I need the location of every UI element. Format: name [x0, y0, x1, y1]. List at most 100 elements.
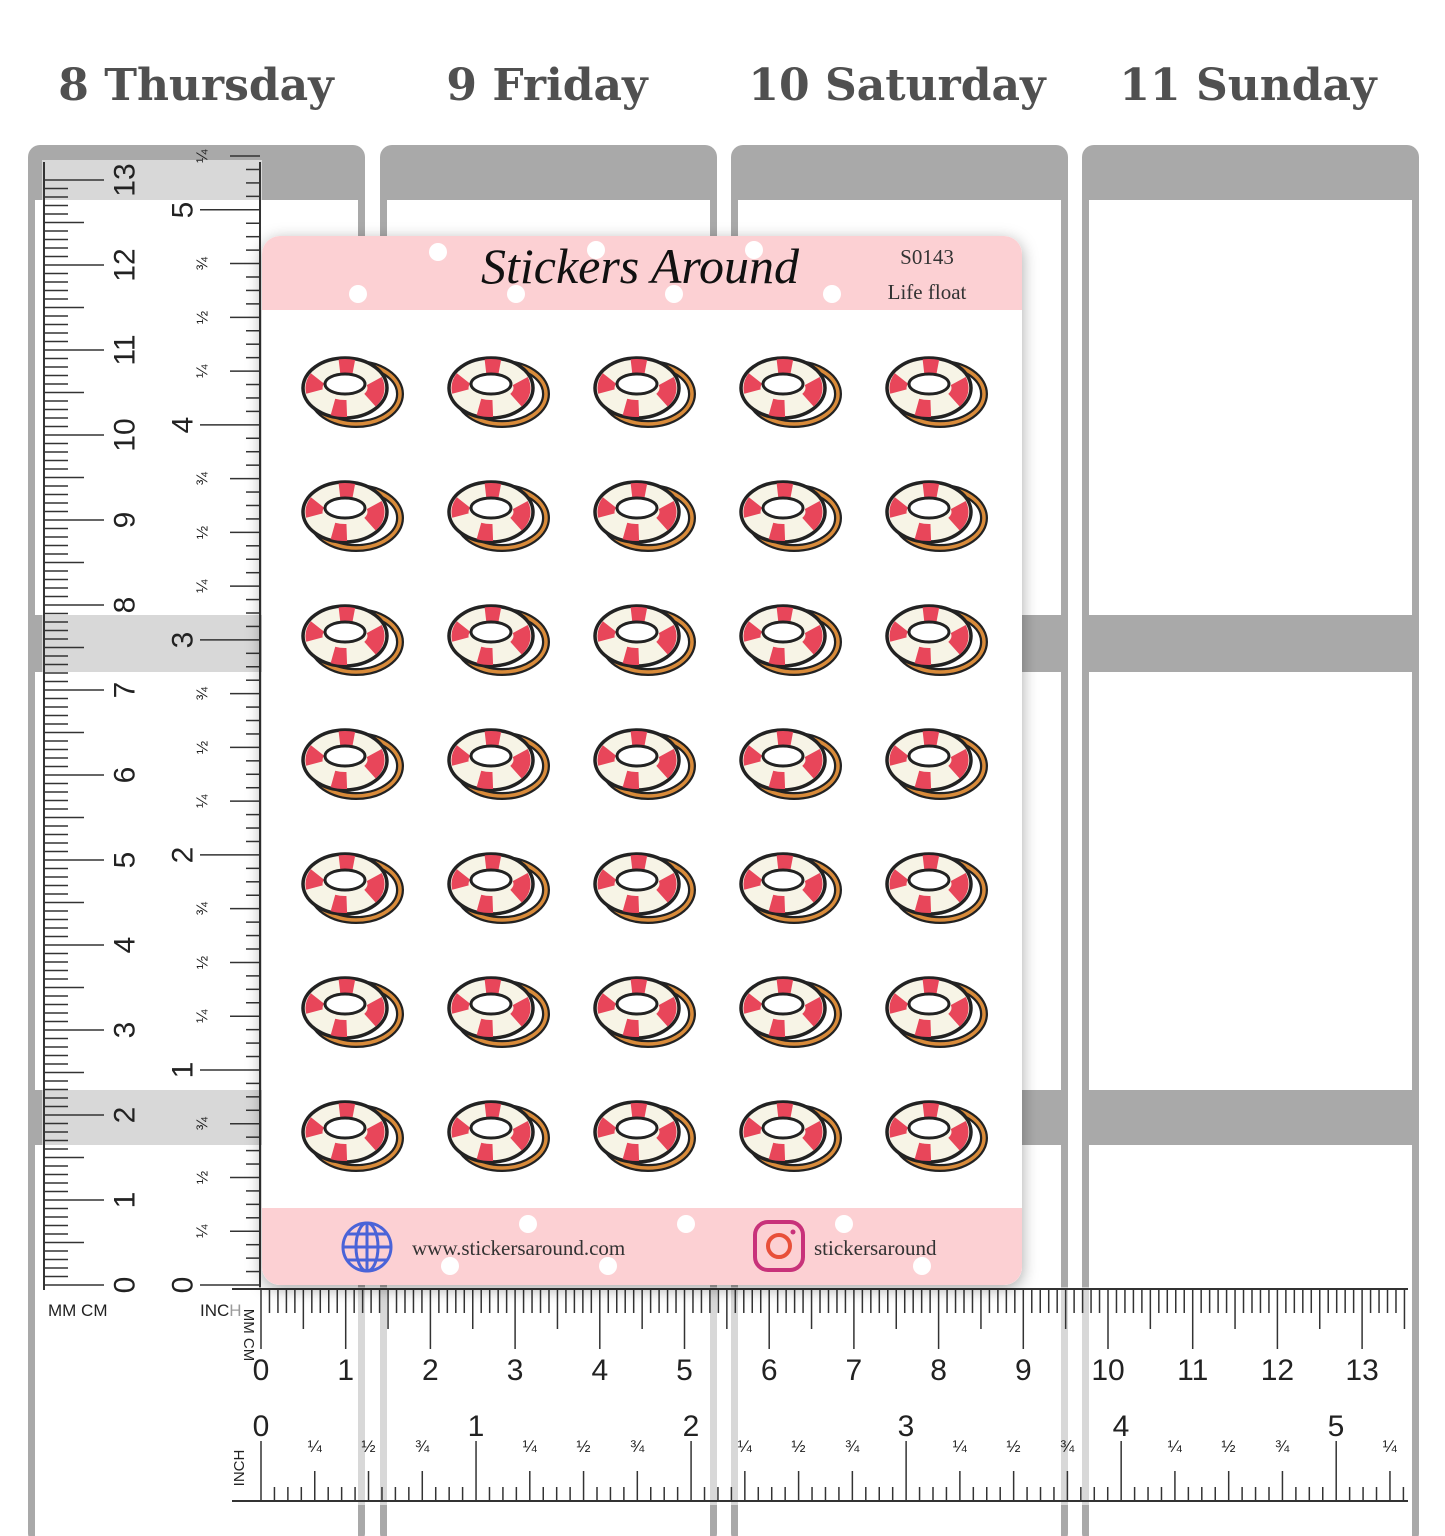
inch-label: ¾ — [845, 1437, 860, 1456]
life-float-sticker — [593, 604, 696, 676]
cm-label: 8 — [109, 597, 142, 614]
day-header: 8 Thursday — [58, 60, 335, 111]
website: www.stickersaround.com — [412, 1236, 625, 1260]
life-float-sticker — [739, 356, 842, 428]
float-band — [597, 359, 677, 417]
life-float-sticker — [447, 976, 550, 1048]
inch-label: ½ — [195, 956, 212, 969]
life-float-sticker — [447, 1100, 550, 1172]
inch-label: ½ — [791, 1437, 805, 1456]
float-band — [889, 359, 969, 417]
life-float-sticker — [885, 852, 988, 924]
life-float-sticker — [739, 728, 842, 800]
life-float-sticker — [301, 728, 404, 800]
float-band — [451, 1103, 531, 1161]
float-band — [743, 731, 823, 789]
float-band — [305, 483, 385, 541]
life-float-sticker — [739, 1100, 842, 1172]
inch-label: ¾ — [195, 686, 212, 700]
cm-label: 0 — [109, 1277, 142, 1294]
float-band — [305, 855, 385, 913]
life-float-sticker — [301, 604, 404, 676]
float-band — [743, 1103, 823, 1161]
inch-label: 0 — [253, 1410, 270, 1443]
inch-label: ½ — [195, 526, 212, 539]
hole — [469, 372, 513, 396]
inch-label: 4 — [1113, 1410, 1130, 1443]
life-float-sticker — [885, 356, 988, 428]
life-float-sticker — [301, 852, 404, 924]
unit-label: MM CM — [240, 1309, 257, 1362]
hole — [761, 620, 805, 644]
day-header: 10 Saturday — [748, 60, 1047, 111]
life-float-sticker — [593, 728, 696, 800]
hole — [761, 1116, 805, 1140]
life-float-sticker — [301, 480, 404, 552]
life-float-sticker — [447, 604, 550, 676]
inch-label: 5 — [1328, 1410, 1345, 1443]
code: S0143 — [900, 245, 954, 269]
float-band — [889, 607, 969, 665]
instagram-icon — [753, 1220, 805, 1272]
float-band — [305, 607, 385, 665]
inch-label: ¼ — [1383, 1437, 1398, 1456]
inch-label: ¼ — [195, 794, 212, 808]
cm-label: 10 — [1091, 1354, 1124, 1387]
hole — [469, 1116, 513, 1140]
life-float-sticker — [885, 728, 988, 800]
cm-label: 6 — [761, 1354, 778, 1387]
float-band — [451, 483, 531, 541]
day-header: 9 Friday — [446, 60, 649, 111]
hole — [907, 372, 951, 396]
inch-label: ½ — [195, 311, 212, 324]
hole — [761, 496, 805, 520]
hole — [323, 868, 367, 892]
inch-label: ¼ — [195, 579, 212, 593]
cm-label: 9 — [1015, 1354, 1032, 1387]
product-name: Life float — [888, 280, 967, 304]
hole — [615, 992, 659, 1016]
hole — [761, 868, 805, 892]
cm-label: 12 — [1261, 1354, 1294, 1387]
sticker-grid — [301, 356, 988, 1172]
day-box — [1089, 200, 1412, 615]
cm-label: 5 — [109, 852, 142, 869]
float-band — [597, 731, 677, 789]
float-band — [451, 979, 531, 1037]
hole — [761, 744, 805, 768]
hole — [907, 868, 951, 892]
hole — [761, 372, 805, 396]
inch-label: ½ — [361, 1437, 375, 1456]
inch-label: ¼ — [308, 1437, 323, 1456]
float-band — [889, 855, 969, 913]
float-band — [889, 731, 969, 789]
float-band — [451, 731, 531, 789]
hole — [907, 620, 951, 644]
hole — [761, 992, 805, 1016]
float-band — [743, 979, 823, 1037]
cm-label: 11 — [109, 334, 142, 365]
life-float-sticker — [593, 480, 696, 552]
inch-label: 2 — [167, 847, 200, 864]
hole — [469, 992, 513, 1016]
hole — [615, 496, 659, 520]
hole — [323, 620, 367, 644]
inch-label: ¼ — [1168, 1437, 1183, 1456]
life-float-sticker — [885, 604, 988, 676]
day-box — [1089, 672, 1412, 1090]
cm-label: 13 — [109, 163, 142, 196]
float-band — [889, 483, 969, 541]
hole — [323, 1116, 367, 1140]
hole — [323, 372, 367, 396]
hole — [469, 868, 513, 892]
hole — [615, 744, 659, 768]
life-float-sticker — [301, 976, 404, 1048]
life-float-sticker — [301, 356, 404, 428]
cm-label: 1 — [337, 1354, 354, 1387]
cm-label: 1 — [109, 1192, 142, 1209]
inch-label: ¾ — [1275, 1437, 1290, 1456]
globe-icon — [341, 1221, 393, 1273]
cm-label: 7 — [846, 1354, 863, 1387]
inch-label: 3 — [167, 632, 200, 649]
inch-label: ½ — [1006, 1437, 1020, 1456]
